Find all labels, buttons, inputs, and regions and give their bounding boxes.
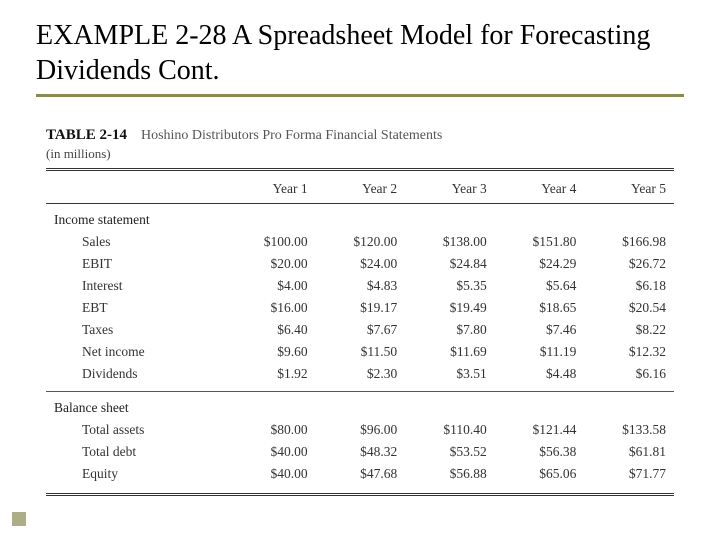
cell-value: $12.32 <box>584 341 674 363</box>
cell-value: $4.00 <box>226 275 316 297</box>
cell-value: $110.40 <box>405 419 495 441</box>
cell-value: $19.17 <box>316 297 406 319</box>
cell-value: $56.38 <box>495 441 585 463</box>
cell-value: $96.00 <box>316 419 406 441</box>
cell-value: $7.67 <box>316 319 406 341</box>
cell-value: $24.29 <box>495 253 585 275</box>
cell-value: $121.44 <box>495 419 585 441</box>
cell-value: $18.65 <box>495 297 585 319</box>
cell-value: $1.92 <box>226 363 316 385</box>
double-rule-top <box>46 168 674 171</box>
table-row: Total debt$40.00$48.32$53.52$56.38$61.81 <box>46 441 674 463</box>
row-label: Equity <box>46 463 226 485</box>
cell-value: $71.77 <box>584 463 674 485</box>
cell-value: $56.88 <box>405 463 495 485</box>
cell-value: $40.00 <box>226 463 316 485</box>
cell-value: $6.18 <box>584 275 674 297</box>
cell-value: $24.84 <box>405 253 495 275</box>
table-head: Year 1 Year 2 Year 3 Year 4 Year 5 <box>46 177 674 204</box>
cell-value: $138.00 <box>405 231 495 253</box>
cell-value: $6.40 <box>226 319 316 341</box>
row-label: Sales <box>46 231 226 253</box>
cell-value: $4.48 <box>495 363 585 385</box>
cell-value: $6.16 <box>584 363 674 385</box>
row-label: Interest <box>46 275 226 297</box>
cell-value: $120.00 <box>316 231 406 253</box>
row-label: Net income <box>46 341 226 363</box>
table-row: Total assets$80.00$96.00$110.40$121.44$1… <box>46 419 674 441</box>
cell-value: $61.81 <box>584 441 674 463</box>
cell-value: $5.64 <box>495 275 585 297</box>
col-head: Year 5 <box>584 177 674 204</box>
section-header: Balance sheet <box>46 392 674 420</box>
table-row: Sales$100.00$120.00$138.00$151.80$166.98 <box>46 231 674 253</box>
table-row: EBIT$20.00$24.00$24.84$24.29$26.72 <box>46 253 674 275</box>
cell-value: $65.06 <box>495 463 585 485</box>
cell-value: $151.80 <box>495 231 585 253</box>
row-label: Total assets <box>46 419 226 441</box>
cell-value: $24.00 <box>316 253 406 275</box>
cell-value: $20.00 <box>226 253 316 275</box>
cell-value: $3.51 <box>405 363 495 385</box>
col-head: Year 4 <box>495 177 585 204</box>
table-row: Net income$9.60$11.50$11.69$11.19$12.32 <box>46 341 674 363</box>
financial-table: Year 1 Year 2 Year 3 Year 4 Year 5 Incom… <box>46 177 674 485</box>
cell-value: $19.49 <box>405 297 495 319</box>
cell-value: $9.60 <box>226 341 316 363</box>
col-head-blank <box>46 177 226 204</box>
cell-value: $7.80 <box>405 319 495 341</box>
row-label: EBT <box>46 297 226 319</box>
cell-value: $20.54 <box>584 297 674 319</box>
table-body: Income statementSales$100.00$120.00$138.… <box>46 204 674 486</box>
slide: EXAMPLE 2-28 A Spreadsheet Model for For… <box>0 0 720 540</box>
table-row: Taxes$6.40$7.67$7.80$7.46$8.22 <box>46 319 674 341</box>
cell-value: $40.00 <box>226 441 316 463</box>
table-id: TABLE 2-14 <box>46 127 127 144</box>
cell-value: $11.50 <box>316 341 406 363</box>
cell-value: $53.52 <box>405 441 495 463</box>
row-label: EBIT <box>46 253 226 275</box>
title-block: EXAMPLE 2-28 A Spreadsheet Model for For… <box>36 18 684 97</box>
cell-value: $5.35 <box>405 275 495 297</box>
cell-value: $11.19 <box>495 341 585 363</box>
table-title: Hoshino Distributors Pro Forma Financial… <box>141 128 442 144</box>
table-subtitle: (in millions) <box>46 146 674 162</box>
cell-value: $133.58 <box>584 419 674 441</box>
cell-value: $26.72 <box>584 253 674 275</box>
section-header: Income statement <box>46 204 674 232</box>
cell-value: $48.32 <box>316 441 406 463</box>
cell-value: $4.83 <box>316 275 406 297</box>
row-label: Total debt <box>46 441 226 463</box>
page-title: EXAMPLE 2-28 A Spreadsheet Model for For… <box>36 18 684 88</box>
table-row: Interest$4.00$4.83$5.35$5.64$6.18 <box>46 275 674 297</box>
cell-value: $2.30 <box>316 363 406 385</box>
cell-value: $80.00 <box>226 419 316 441</box>
cell-value: $166.98 <box>584 231 674 253</box>
cell-value: $11.69 <box>405 341 495 363</box>
cell-value: $100.00 <box>226 231 316 253</box>
col-head: Year 1 <box>226 177 316 204</box>
decor-corner-square <box>12 512 26 526</box>
double-rule-bottom <box>46 493 674 496</box>
table-row: Dividends$1.92$2.30$3.51$4.48$6.16 <box>46 363 674 385</box>
cell-value: $47.68 <box>316 463 406 485</box>
table-row: Equity$40.00$47.68$56.88$65.06$71.77 <box>46 463 674 485</box>
col-head: Year 3 <box>405 177 495 204</box>
cell-value: $8.22 <box>584 319 674 341</box>
table-row: EBT$16.00$19.17$19.49$18.65$20.54 <box>46 297 674 319</box>
table-caption: TABLE 2-14 Hoshino Distributors Pro Form… <box>46 127 674 144</box>
row-label: Taxes <box>46 319 226 341</box>
col-head: Year 2 <box>316 177 406 204</box>
cell-value: $16.00 <box>226 297 316 319</box>
row-label: Dividends <box>46 363 226 385</box>
table-container: TABLE 2-14 Hoshino Distributors Pro Form… <box>36 127 684 496</box>
cell-value: $7.46 <box>495 319 585 341</box>
